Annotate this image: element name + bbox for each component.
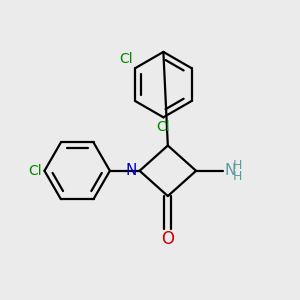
Text: Cl: Cl [28,164,42,178]
Text: N: N [126,163,137,178]
Text: N: N [225,163,236,178]
Text: Cl: Cl [120,52,133,67]
Text: O: O [161,230,174,248]
Text: Cl: Cl [157,120,170,134]
Text: H: H [233,170,243,183]
Text: H: H [233,159,243,172]
